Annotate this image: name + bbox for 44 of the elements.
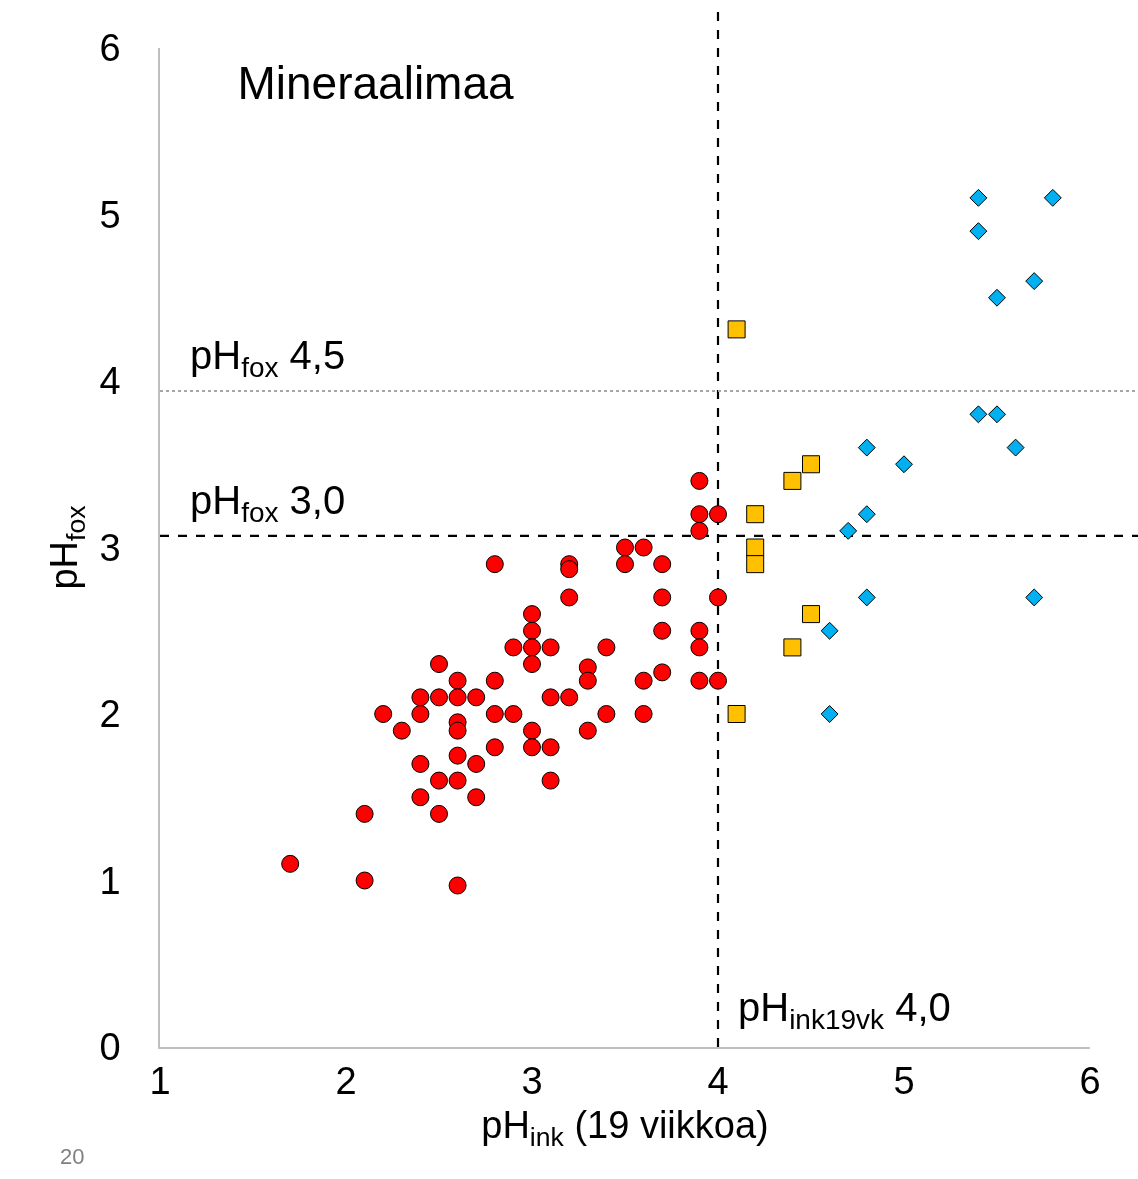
x-axis-title: pH$_{ink}$ (19 viikkoa)	[481, 1103, 769, 1152]
x-tick-label: 5	[893, 1060, 915, 1103]
point	[783, 638, 802, 657]
point	[802, 605, 820, 624]
point	[988, 288, 1006, 307]
point	[820, 621, 839, 640]
ref-line-label: pH$_{fox}$ 3,0	[190, 478, 346, 529]
point	[746, 505, 765, 524]
x-tick-label: 2	[335, 1060, 357, 1103]
ref-line-label: pH$_{fox}$ 4,5	[190, 333, 346, 384]
y-tick-label: 4	[99, 360, 121, 403]
point	[746, 538, 765, 557]
point	[802, 455, 820, 474]
y-tick-label: 5	[99, 193, 121, 236]
point	[1025, 272, 1044, 291]
point	[969, 405, 988, 424]
point	[1043, 188, 1062, 207]
point	[857, 438, 876, 457]
x-tick-label: 3	[521, 1060, 543, 1103]
point	[820, 705, 839, 723]
point	[783, 471, 802, 490]
point	[969, 188, 988, 207]
text: 20	[60, 1144, 85, 1169]
y-tick-label: 2	[99, 693, 121, 736]
point	[857, 505, 876, 524]
y-tick-label: 0	[99, 1026, 121, 1069]
ref-line-label: pH$_{ink19vk}$ 4,0	[738, 985, 951, 1036]
y-tick-label: 1	[99, 859, 121, 902]
y-tick-label: 3	[99, 526, 121, 569]
point	[1006, 438, 1025, 457]
point	[727, 705, 746, 723]
point	[1025, 588, 1044, 607]
point	[839, 521, 858, 540]
point	[988, 405, 1006, 424]
point	[895, 455, 913, 474]
point	[746, 555, 765, 574]
x-tick-label: 4	[707, 1060, 729, 1103]
point	[857, 588, 876, 607]
point	[727, 320, 746, 339]
x-tick-label: 1	[149, 1060, 171, 1103]
point	[969, 222, 988, 241]
x-tick-label: 6	[1079, 1060, 1101, 1103]
y-tick-label: 6	[99, 27, 121, 70]
chart-title: Mineraalimaa	[237, 56, 515, 109]
